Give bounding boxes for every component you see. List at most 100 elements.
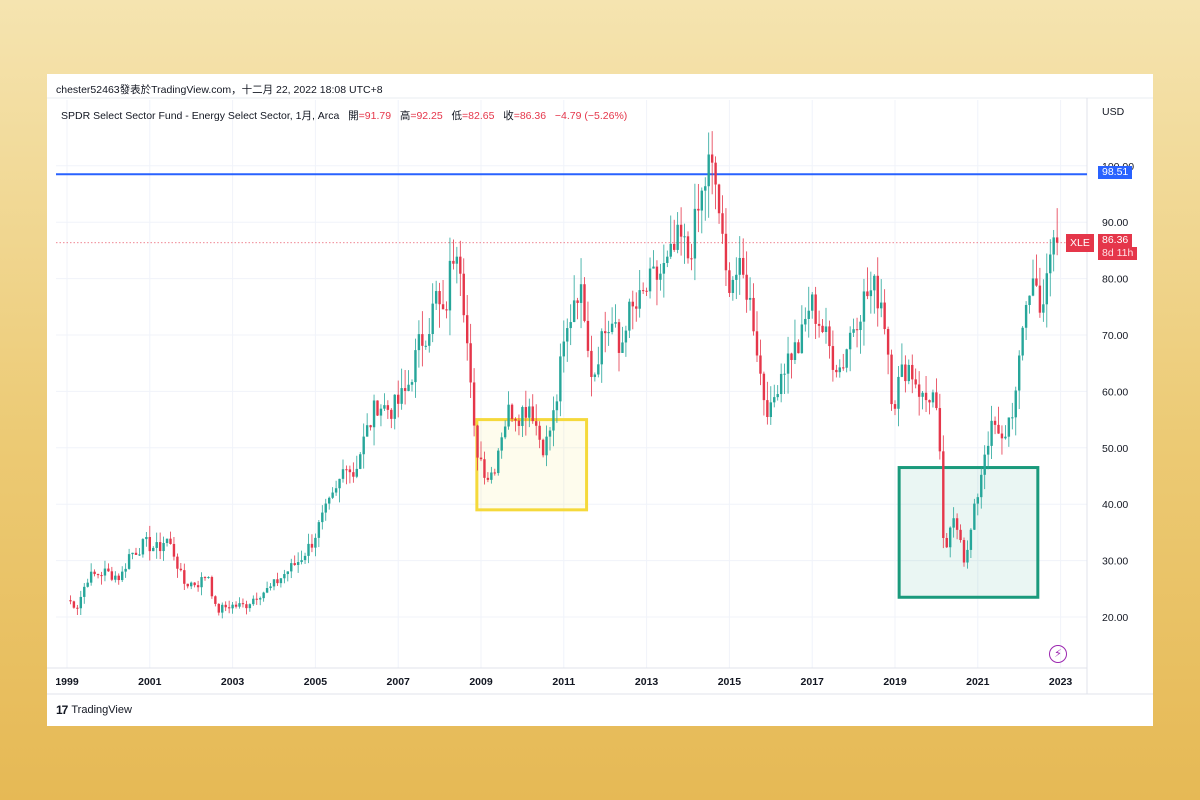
candle-body: [883, 302, 886, 330]
candle-body: [904, 364, 907, 382]
candle-body: [824, 326, 828, 333]
candle-body: [773, 397, 776, 403]
candle-body: [165, 538, 169, 544]
candle-body: [69, 600, 72, 602]
chart-card: 20.00 30.00 40.00 50.00 60.00 70.00 80.00 90.00…: [47, 74, 1153, 726]
candle-body: [1007, 417, 1011, 437]
candle-body: [448, 260, 452, 311]
candle-body: [276, 579, 279, 584]
candle-body: [493, 472, 496, 474]
candle-body: [514, 419, 517, 421]
candle-body: [452, 260, 455, 264]
tradingview-mark-icon: 17: [56, 703, 68, 717]
candle-body: [227, 607, 231, 609]
candle-body: [821, 325, 824, 333]
candle-body: [745, 274, 748, 300]
candle-body: [1055, 237, 1059, 243]
candle-body: [424, 345, 427, 347]
close-label: 收: [503, 110, 514, 122]
candle-body: [231, 604, 234, 609]
candle-body: [214, 596, 217, 604]
candle-body: [624, 330, 628, 343]
candle-body: [169, 538, 172, 544]
candle-body: [942, 451, 945, 538]
candle-body: [407, 384, 410, 391]
candle-body: [217, 603, 220, 613]
candle-body: [986, 445, 990, 455]
candle-body: [414, 350, 417, 383]
candle-body: [190, 582, 193, 587]
candle-body: [762, 373, 766, 401]
currency-label: USD: [1102, 106, 1125, 118]
x-tick-label: 2017: [801, 676, 825, 688]
x-tick-label: 2015: [718, 676, 742, 688]
candle-body: [917, 384, 921, 397]
candle-body: [345, 469, 348, 471]
x-tick-label: 2021: [966, 676, 990, 688]
candle-body: [893, 404, 897, 409]
candle-body: [96, 574, 100, 576]
candle-body: [238, 603, 241, 607]
candle-body: [1014, 390, 1017, 418]
candle-body: [148, 537, 151, 552]
candle-body: [141, 539, 145, 555]
candle-body: [117, 575, 120, 581]
candle-body: [845, 349, 848, 368]
candle-body: [469, 343, 472, 383]
candle-body: [811, 294, 814, 311]
candle-body: [131, 552, 134, 555]
candle-body: [890, 354, 893, 405]
candle-body: [831, 346, 835, 370]
candle-body: [466, 315, 469, 344]
candle-body: [797, 342, 800, 354]
ticker-badge: XLE: [1066, 234, 1094, 252]
candle-body: [127, 554, 131, 569]
open-label: 開: [348, 110, 359, 122]
price-chart[interactable]: 20.00 30.00 40.00 50.00 60.00 70.00 80.00 90.00…: [47, 74, 1153, 726]
candle-body: [911, 364, 914, 380]
open-value: =91.79: [358, 110, 392, 122]
candle-body: [993, 420, 997, 425]
candle-body: [859, 321, 862, 331]
candle-body: [462, 273, 465, 316]
candle-body: [869, 290, 873, 297]
candle-body: [873, 275, 876, 291]
candle-body: [324, 503, 327, 513]
candle-body: [296, 562, 300, 566]
candle-body: [262, 592, 265, 599]
candle-body: [973, 503, 976, 530]
candle-body: [503, 426, 507, 438]
candle-body: [562, 341, 565, 357]
candle-body: [714, 162, 717, 185]
candle-body: [121, 571, 124, 581]
candle-body: [838, 367, 841, 373]
tradingview-logo[interactable]: 17 TradingView: [56, 703, 132, 717]
candle-body: [393, 394, 396, 419]
candle-body: [300, 560, 303, 563]
candle-body: [89, 571, 93, 583]
candle-body: [321, 512, 324, 523]
candle-body: [952, 518, 955, 528]
candle-body: [862, 291, 866, 322]
candle-body: [359, 454, 362, 469]
candle-body: [369, 425, 372, 428]
candle-body: [635, 306, 638, 309]
candle-body: [614, 322, 617, 324]
candle-body: [842, 367, 845, 369]
candle-body: [804, 318, 807, 325]
candle-body: [490, 472, 493, 480]
candle-body: [610, 323, 614, 333]
candle-body: [445, 309, 448, 311]
candle-body: [921, 392, 924, 397]
x-tick-label: 2003: [221, 676, 245, 688]
candle-body: [210, 577, 214, 597]
candle-body: [138, 554, 141, 556]
candle-body: [259, 598, 262, 600]
candle-body: [428, 334, 431, 346]
candle-body: [586, 320, 590, 351]
candle-body: [786, 353, 790, 374]
close-value: =86.36: [513, 110, 547, 122]
lightning-icon[interactable]: ⚡: [1049, 645, 1067, 663]
candle-body: [686, 236, 690, 259]
candle-body: [255, 598, 258, 600]
